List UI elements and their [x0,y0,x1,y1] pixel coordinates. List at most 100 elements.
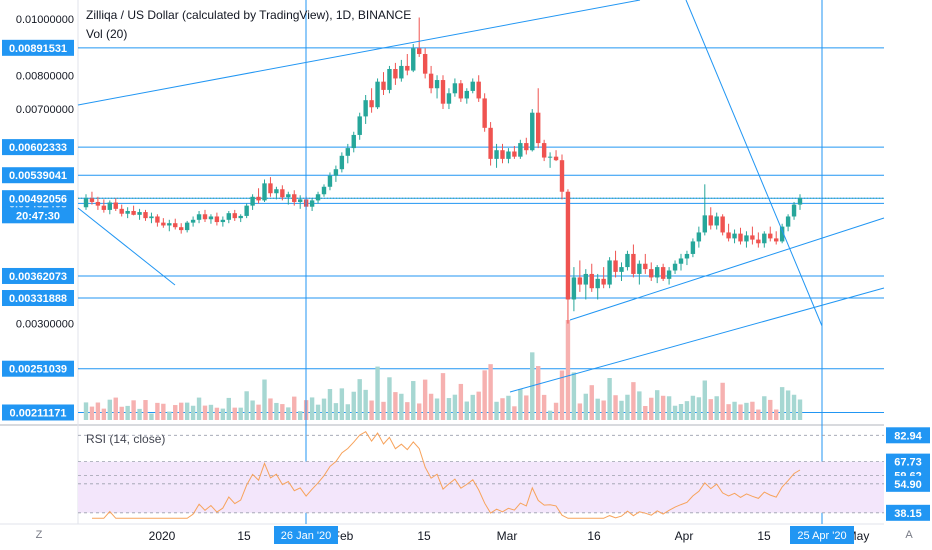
volume-bar [250,400,255,420]
candle-body [208,216,214,220]
volume-bar [417,403,422,420]
candle-body [672,263,678,271]
candle-body [274,189,279,194]
volume-bar [274,402,279,420]
volume-bar [714,396,719,420]
candle-body [678,258,684,264]
volume-bar [738,404,743,420]
candle-body [774,238,779,242]
candle-body [256,196,261,201]
volume-bar [351,391,356,420]
trend-lines[interactable] [77,0,885,524]
volume-bar [107,399,112,420]
candle-body [315,194,321,201]
candle-body [149,216,154,219]
candle-body [565,191,571,300]
rsi-value-box [886,504,930,521]
candle-body [434,80,440,89]
volume-bar [179,402,184,420]
candle-body [696,232,702,242]
volume-bar [524,395,529,420]
candle-body [637,263,642,274]
volume-bar [214,407,220,420]
candle-body [750,235,755,240]
volume-bar [363,389,368,420]
horizontal-level-lines [78,47,884,413]
rsi-pane [78,431,884,519]
candle-body [476,81,481,99]
candle-body [506,151,511,159]
candle-body [155,216,160,223]
candle-body [530,112,535,151]
volume-bar [762,396,767,420]
candle-body [333,169,339,176]
time-tick-label: 16 [587,529,601,543]
trend-line [77,0,641,106]
candle-body [785,216,791,227]
volume-bar [672,405,678,420]
candle-body [482,98,487,128]
volume-bar [173,405,178,420]
volume-bar [232,407,237,420]
volume-bar [262,379,267,420]
candle-body [232,213,237,219]
trend-line [685,0,823,327]
candle-body [726,232,731,239]
candle-body [655,267,660,278]
candle-body [613,260,618,272]
candle-body [583,273,588,285]
volume-bar [125,405,130,420]
volume-bar [184,402,190,420]
timezone-button[interactable]: Z [35,529,43,541]
volume-bar [202,405,208,420]
volume-bar [619,400,624,420]
candle-body [690,241,696,254]
price-label-box [2,290,74,307]
candle-body [190,219,196,223]
price-label-box [2,139,74,156]
volume-bar [167,411,172,420]
volume-bar [208,404,214,420]
volume-bar [244,391,249,420]
volume-bar [768,399,773,420]
axes: 0.010000000.008000000.007000000.00500000… [2,14,930,544]
volume-bar [726,404,731,420]
volume-bar [666,396,672,420]
candle-body [452,83,458,94]
candle-body [756,239,761,244]
price-tick-label: 0.00700000 [16,104,74,116]
candle-body [625,253,630,268]
volume-bar [702,380,707,420]
auto-scale-button[interactable]: A [905,529,913,541]
candle-body [559,160,565,192]
volume-bar [500,398,505,420]
candle-body [95,201,101,206]
volume-bar [785,390,791,420]
candle-body [488,127,493,159]
candle-body [113,202,118,209]
candle-body [779,226,785,242]
volume-bar [583,393,588,420]
candle-body [666,270,672,279]
volume-bar [678,404,684,420]
grid [0,0,884,525]
volume-bar [541,394,547,420]
candle-body [446,93,452,104]
rsi-value-box [886,453,930,470]
rsi-value-label: 67.73 [894,457,922,469]
candle-body [601,278,606,285]
rsi-value-label: 38.15 [894,508,922,520]
candle-body [607,260,612,285]
candle-body [720,216,725,233]
volume-bar [536,366,541,420]
candle-body [458,83,464,99]
countdown-box [2,207,74,224]
candle-body [464,90,469,99]
volume-bar [387,377,392,420]
time-tick-label: 2020 [149,529,176,543]
volume-bar [547,410,553,420]
candle-body [107,202,112,210]
volume-bar [268,398,273,420]
candle-body [381,81,386,90]
